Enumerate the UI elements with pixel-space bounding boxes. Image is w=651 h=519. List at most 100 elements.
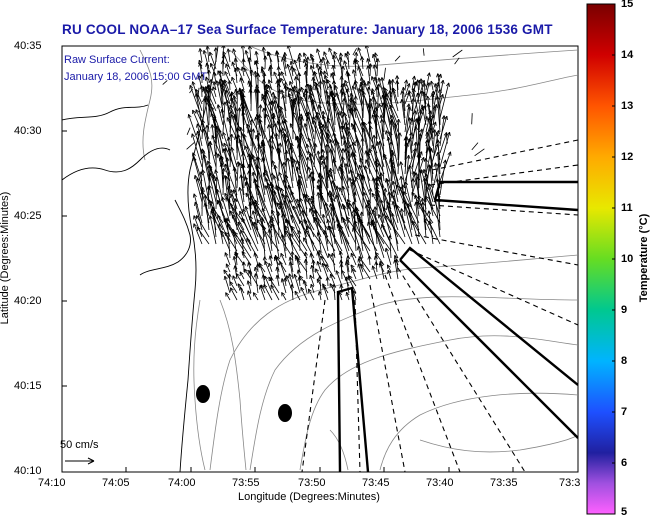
current-vector (226, 117, 238, 140)
current-vector (276, 256, 287, 273)
current-vector (263, 172, 280, 210)
current-vector-head (229, 281, 234, 286)
current-vector-head (396, 204, 400, 210)
current-vector (207, 186, 210, 210)
current-vector (261, 96, 273, 126)
current-vector-head (229, 110, 234, 115)
current-vector-head (326, 117, 331, 122)
current-vector-head (275, 274, 280, 280)
current-vector-head (249, 69, 254, 74)
current-vector (425, 106, 436, 147)
current-vector (348, 275, 357, 287)
current-vector-head (361, 80, 367, 85)
current-vector (379, 140, 385, 182)
current-vector-head (289, 81, 293, 86)
current-vector-head (276, 120, 281, 125)
current-vector-head (217, 200, 222, 205)
current-vector (195, 93, 203, 126)
current-vector-head (356, 246, 361, 251)
current-vector-head (415, 92, 421, 97)
current-vector (289, 256, 294, 273)
current-vector-head (442, 159, 447, 164)
current-vector (299, 275, 308, 287)
current-vector-head (435, 152, 440, 157)
current-vector-head (375, 141, 380, 146)
current-vector-head (290, 156, 295, 161)
current-vector-head (373, 76, 378, 82)
current-vector (322, 115, 336, 147)
current-vector (194, 175, 203, 203)
current-vector (316, 63, 322, 84)
current-vector (411, 110, 417, 133)
current-vector-head (371, 192, 376, 198)
current-vector-head (344, 163, 349, 168)
current-vector-head (304, 63, 309, 68)
current-vector-head (316, 111, 321, 117)
current-vector (195, 109, 210, 140)
current-vector (268, 124, 273, 161)
current-vector-head (226, 136, 231, 141)
current-vector (248, 57, 252, 77)
current-vector (292, 67, 301, 84)
current-vector-head (261, 157, 266, 163)
current-vector (228, 148, 238, 182)
current-vector (318, 184, 329, 224)
coverage-wedges (336, 180, 578, 472)
current-vector-head (423, 158, 428, 162)
current-vector-head (298, 116, 302, 121)
current-vector-head (198, 48, 203, 53)
current-vector-head (375, 58, 380, 63)
current-vector (364, 165, 371, 189)
current-vector-head (226, 117, 231, 122)
current-vector (313, 115, 317, 154)
colorbar-tick-label: 6 (621, 457, 628, 469)
current-vector-head (309, 253, 314, 258)
current-vector (291, 225, 308, 252)
current-vector (411, 118, 417, 147)
current-vector-head (425, 186, 430, 191)
current-vector-head (287, 184, 292, 190)
current-vector (276, 50, 280, 70)
current-vector-head (254, 199, 259, 205)
current-vector (313, 71, 322, 91)
colorbar-tick-label: 5 (621, 506, 628, 518)
current-vector-head (435, 95, 440, 100)
current-vector (235, 273, 245, 287)
current-vector (200, 189, 224, 224)
current-vector-head (208, 215, 213, 220)
current-vector (255, 273, 259, 294)
current-vector-head (299, 96, 304, 101)
current-vector-head (247, 262, 252, 267)
current-vector-head (202, 128, 207, 133)
current-vector-head (390, 79, 395, 84)
current-vector-head (339, 52, 344, 57)
current-vector (196, 226, 210, 245)
current-vector-head (371, 96, 376, 101)
current-vector-head (328, 139, 334, 144)
current-vector (269, 101, 273, 133)
current-vector (284, 277, 287, 287)
current-vector (234, 167, 238, 203)
current-vector-head (322, 230, 328, 235)
current-vector-head (351, 201, 356, 206)
current-vector (306, 156, 309, 182)
current-vector-head (355, 59, 360, 64)
current-vector-head (244, 181, 249, 187)
current-vector-head (221, 168, 226, 173)
current-vector (186, 127, 191, 135)
current-vector-head (320, 160, 325, 166)
current-vector-head (238, 187, 243, 192)
current-vector-head (384, 247, 389, 253)
current-vector (196, 215, 210, 238)
current-vector (204, 95, 210, 133)
current-vector (254, 267, 259, 280)
current-vector (222, 86, 224, 105)
current-vector-head (416, 116, 421, 121)
current-vector (314, 81, 329, 119)
current-vector-head (335, 185, 340, 190)
current-vector (242, 208, 252, 231)
current-vector-head (248, 201, 253, 206)
current-vector-head (383, 155, 388, 160)
current-vector (249, 46, 252, 63)
current-vector-head (341, 156, 346, 161)
